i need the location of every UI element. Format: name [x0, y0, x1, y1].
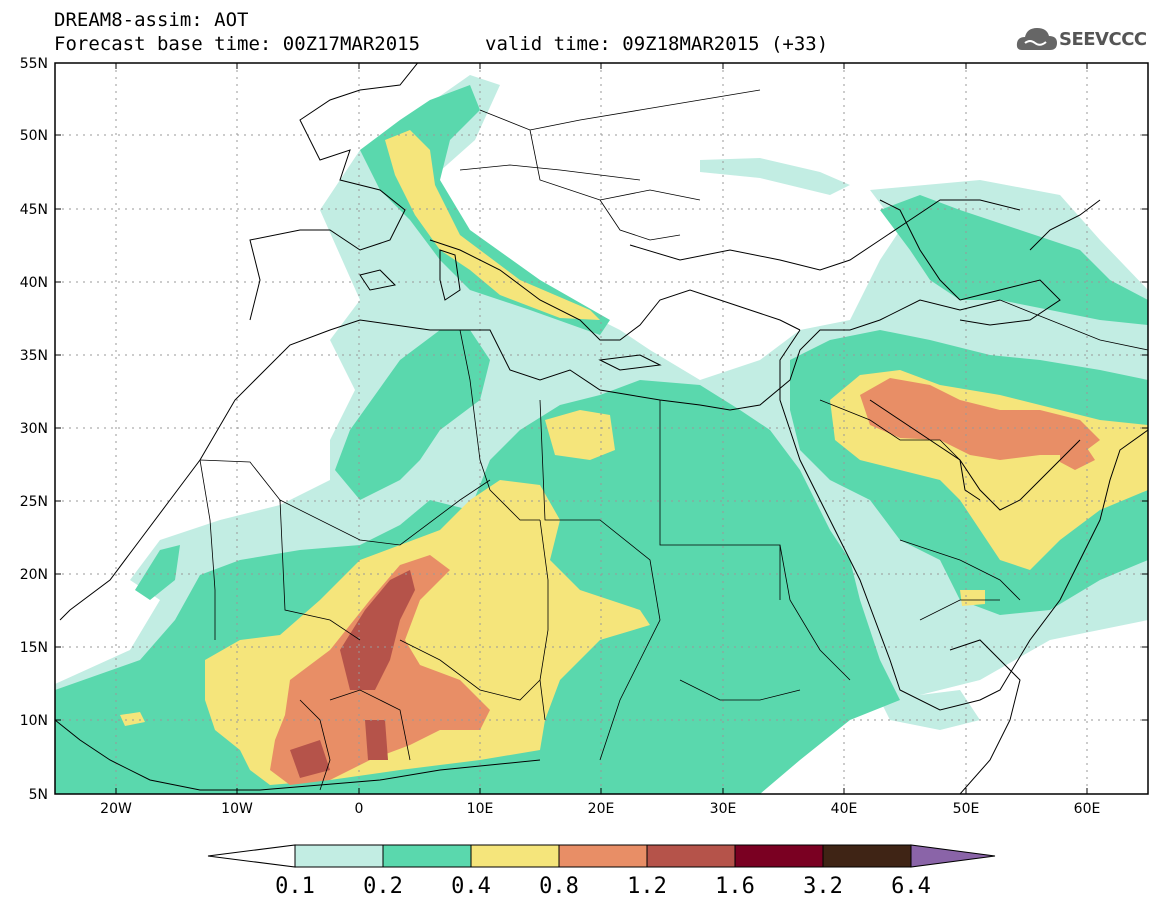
- map-title: DREAM8-assim: AOT: [54, 9, 249, 31]
- lon-label: 30E: [710, 801, 737, 817]
- colorbar-tick: 0.2: [363, 874, 403, 899]
- lon-label: 10E: [467, 801, 494, 817]
- lon-label: 10W: [221, 801, 253, 817]
- colorbar-tick: 0.1: [275, 874, 315, 899]
- lon-label: 20W: [100, 801, 132, 817]
- seevccc-logo: [1016, 24, 1156, 56]
- colorbar-tick: 1.6: [715, 874, 755, 899]
- colorbar-swatch: [470, 844, 560, 868]
- colorbar-swatch: [734, 844, 824, 868]
- colorbar-tick: 0.4: [451, 874, 491, 899]
- lon-label: 0: [355, 801, 364, 817]
- country-borders: [199, 89, 1148, 791]
- lat-label: 40N: [20, 275, 48, 291]
- colorbar-swatch: [822, 844, 912, 868]
- logo-text: SEEVCCC: [1059, 29, 1147, 50]
- lat-label: 35N: [20, 348, 48, 364]
- colorbar-tick: 1.2: [627, 874, 667, 899]
- colorbar-tick: 6.4: [891, 874, 931, 899]
- lat-label: 20N: [20, 567, 48, 583]
- lat-label: 45N: [20, 202, 48, 218]
- colorbar-labels: 0.1 0.2 0.4 0.8 1.2 1.6 3.2 6.4: [275, 874, 931, 899]
- colorbar-over-arrow: [910, 844, 996, 868]
- colorbar-swatch: [558, 844, 648, 868]
- lat-label: 5N: [29, 787, 48, 803]
- cloud-icon: [1016, 28, 1057, 50]
- coastlines: [55, 63, 1148, 794]
- longitude-labels: 20W 10W 0 10E 20E 30E 40E 50E 60E: [100, 801, 1100, 817]
- lat-label: 10N: [20, 713, 48, 729]
- colorbar-tick: 3.2: [803, 874, 843, 899]
- lat-label: 50N: [20, 128, 48, 144]
- lon-label: 60E: [1074, 801, 1101, 817]
- colorbar-swatch: [294, 844, 384, 868]
- colorbar-swatch: [382, 844, 472, 868]
- colorbar-under-arrow: [207, 844, 296, 868]
- lat-label: 15N: [20, 640, 48, 656]
- lat-label: 25N: [20, 494, 48, 510]
- forecast-base-time: Forecast base time: 00Z17MAR2015: [54, 33, 421, 55]
- lat-label: 55N: [20, 56, 48, 72]
- lat-label: 30N: [20, 421, 48, 437]
- valid-time: valid time: 09Z18MAR2015 (+33): [485, 33, 829, 55]
- colorbar-tick: 0.8: [539, 874, 579, 899]
- axis-ticks: [55, 62, 1148, 795]
- grid-lines: [55, 63, 1148, 794]
- lon-label: 50E: [953, 801, 980, 817]
- lon-label: 40E: [831, 801, 858, 817]
- lon-label: 20E: [588, 801, 615, 817]
- colorbar-swatch: [646, 844, 736, 868]
- latitude-labels: 55N 50N 45N 40N 35N 30N 25N 20N 15N 10N …: [20, 56, 48, 803]
- colorbar: [207, 844, 996, 868]
